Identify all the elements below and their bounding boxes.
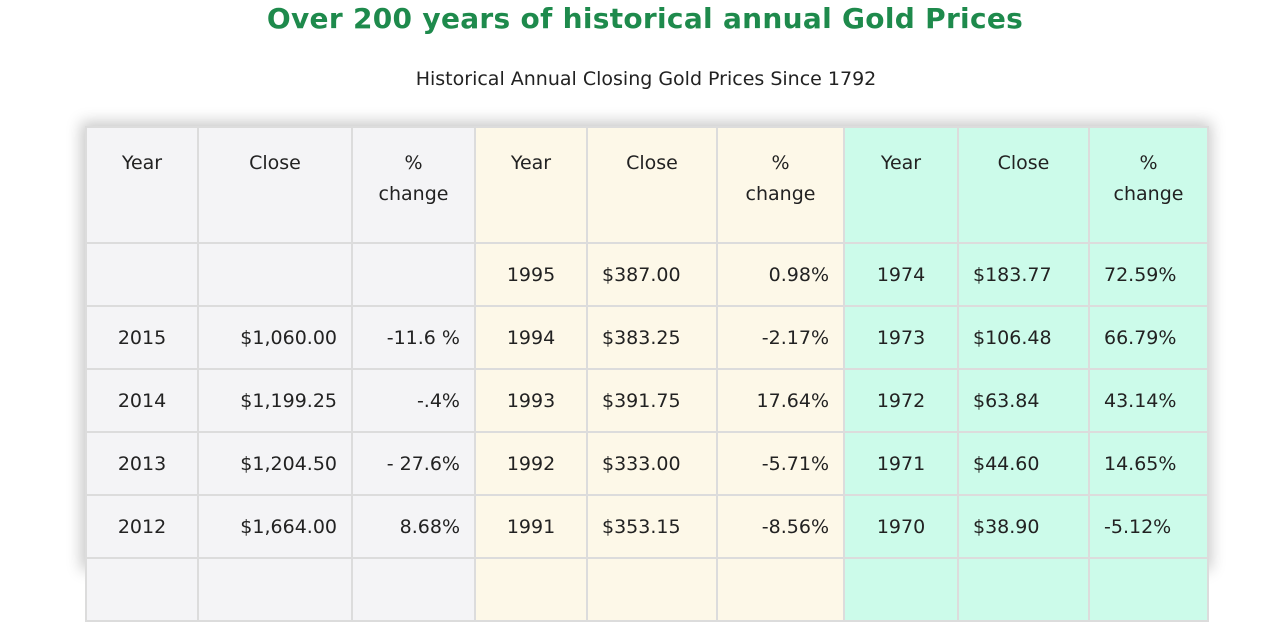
year-header: Year (843, 126, 959, 244)
year-header: Year (85, 126, 199, 244)
pct-change-cell: 8.68% (351, 494, 476, 559)
year-cell: 1992 (474, 431, 588, 496)
pct-change-cell: -11.6 % (351, 305, 476, 370)
pct-change-cell: 17.64% (716, 368, 845, 433)
gold-price-table: Year Close % change Year Close % change Ye… (85, 126, 1209, 622)
year-cell: 1973 (843, 305, 959, 370)
close-cell: $106.48 (957, 305, 1090, 370)
pct-change-cell: -5.71% (716, 431, 845, 496)
table-row: 2013 $1,204.50 - 27.6% 1992 $333.00 -5.7… (85, 431, 1209, 496)
year-cell: 1971 (843, 431, 959, 496)
year-cell: 2014 (85, 368, 199, 433)
close-cell: $183.77 (957, 242, 1090, 307)
close-cell: $1,204.50 (197, 431, 353, 496)
year-cell (85, 242, 199, 307)
pct-change-cell (351, 557, 476, 622)
table-row: 1995 $387.00 0.98% 1974 $183.77 72.59% (85, 242, 1209, 307)
close-cell (957, 557, 1090, 622)
year-cell: 1993 (474, 368, 588, 433)
year-cell (85, 557, 199, 622)
table-row: 2014 $1,199.25 -.4% 1993 $391.75 17.64% … (85, 368, 1209, 433)
year-cell: 1974 (843, 242, 959, 307)
pct-change-cell (716, 557, 845, 622)
close-cell: $353.15 (586, 494, 718, 559)
year-cell: 1995 (474, 242, 588, 307)
pct-change-header: % change (716, 126, 845, 244)
close-header: Close (197, 126, 353, 244)
page-title: Over 200 years of historical annual Gold… (266, 2, 1024, 35)
table-caption: Historical Annual Closing Gold Prices Si… (415, 68, 877, 90)
close-cell: $1,199.25 (197, 368, 353, 433)
year-cell: 2012 (85, 494, 199, 559)
close-cell: $387.00 (586, 242, 718, 307)
header-row: Year Close % change Year Close % change Ye… (85, 126, 1209, 244)
close-cell (197, 242, 353, 307)
close-header: Close (586, 126, 718, 244)
pct-change-cell: 14.65% (1088, 431, 1209, 496)
pct-change-cell: 66.79% (1088, 305, 1209, 370)
year-cell (843, 557, 959, 622)
pct-change-cell: - 27.6% (351, 431, 476, 496)
table-row: 2012 $1,664.00 8.68% 1991 $353.15 -8.56%… (85, 494, 1209, 559)
close-cell: $333.00 (586, 431, 718, 496)
year-header: Year (474, 126, 588, 244)
pct-change-cell: 72.59% (1088, 242, 1209, 307)
close-cell: $38.90 (957, 494, 1090, 559)
close-cell (586, 557, 718, 622)
pct-change-cell (1088, 557, 1209, 622)
close-cell: $44.60 (957, 431, 1090, 496)
pct-change-cell: -8.56% (716, 494, 845, 559)
year-cell (474, 557, 588, 622)
year-cell: 1970 (843, 494, 959, 559)
pct-change-cell: -5.12% (1088, 494, 1209, 559)
pct-change-cell: -.4% (351, 368, 476, 433)
close-cell: $1,060.00 (197, 305, 353, 370)
close-cell (197, 557, 353, 622)
pct-change-cell: 0.98% (716, 242, 845, 307)
pct-change-header: % change (351, 126, 476, 244)
table-row: 2015 $1,060.00 -11.6 % 1994 $383.25 -2.1… (85, 305, 1209, 370)
table-row (85, 557, 1209, 622)
close-cell: $1,664.00 (197, 494, 353, 559)
gold-price-table-container: Year Close % change Year Close % change Ye… (85, 126, 1209, 622)
close-cell: $391.75 (586, 368, 718, 433)
pct-change-cell (351, 242, 476, 307)
pct-change-cell: -2.17% (716, 305, 845, 370)
year-cell: 2013 (85, 431, 199, 496)
year-cell: 1972 (843, 368, 959, 433)
year-cell: 1991 (474, 494, 588, 559)
close-cell: $383.25 (586, 305, 718, 370)
year-cell: 1994 (474, 305, 588, 370)
pct-change-cell: 43.14% (1088, 368, 1209, 433)
year-cell: 2015 (85, 305, 199, 370)
close-header: Close (957, 126, 1090, 244)
pct-change-header: % change (1088, 126, 1209, 244)
close-cell: $63.84 (957, 368, 1090, 433)
